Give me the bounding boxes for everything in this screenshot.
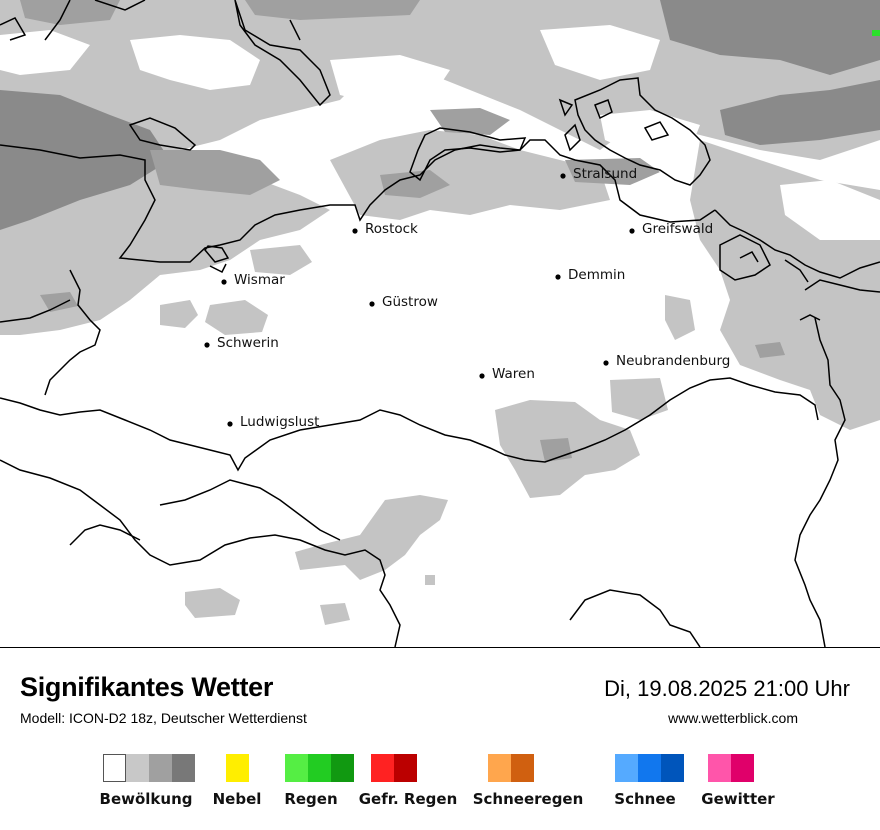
city-wismar: Wismar	[221, 272, 285, 288]
coastline-and-borders	[0, 0, 880, 647]
city-label: Demmin	[568, 267, 625, 283]
legend-label: Schnee	[614, 790, 676, 808]
legend-swatch	[371, 754, 394, 782]
legend-group-3	[371, 754, 417, 782]
city-neubrandenburg: Neubrandenburg	[603, 353, 730, 369]
legend-swatch	[226, 754, 249, 782]
city-label: Schwerin	[217, 335, 279, 351]
legend-swatches	[226, 754, 249, 782]
legend-swatch	[615, 754, 638, 782]
page-title: Signifikantes Wetter	[20, 672, 274, 702]
city-label: Stralsund	[573, 166, 637, 182]
city-label: Rostock	[365, 221, 418, 237]
legend-label: Bewölkung	[99, 790, 193, 808]
city-label: Ludwigslust	[240, 414, 319, 430]
city-schwerin: Schwerin	[204, 335, 279, 351]
forecast-datetime: Di, 19.08.2025 21:00 Uhr	[604, 676, 850, 701]
legend-swatch	[126, 754, 149, 782]
legend-swatch	[308, 754, 331, 782]
city-label: Waren	[492, 366, 535, 382]
legend-swatches	[371, 754, 417, 782]
city-dot	[560, 173, 566, 179]
legend-swatch	[511, 754, 534, 782]
legend-swatches	[285, 754, 354, 782]
legend-swatch	[331, 754, 354, 782]
city-stralsund: Stralsund	[560, 166, 637, 182]
city-dot	[352, 228, 358, 234]
legend-label: Gewitter	[701, 790, 775, 808]
legend-swatches	[615, 754, 684, 782]
legend-swatch	[488, 754, 511, 782]
legend-swatch	[394, 754, 417, 782]
legend-group-5	[615, 754, 684, 782]
city-güstrow: Güstrow	[369, 294, 438, 310]
city-dot	[221, 279, 227, 285]
legend-group-4	[488, 754, 534, 782]
legend-swatch	[172, 754, 195, 782]
legend-swatches	[488, 754, 534, 782]
city-demmin: Demmin	[555, 267, 625, 283]
city-dot	[204, 342, 210, 348]
city-label: Wismar	[234, 272, 285, 288]
map-footer: Signifikantes Wetter Modell: ICON-D2 18z…	[0, 648, 880, 830]
legend-label: Schneeregen	[472, 790, 584, 808]
legend-swatch	[661, 754, 684, 782]
city-dot	[555, 274, 561, 280]
legend-label: Nebel	[212, 790, 262, 808]
website-link[interactable]: www.wetterblick.com	[668, 710, 798, 726]
city-dot	[629, 228, 635, 234]
legend-swatch	[149, 754, 172, 782]
city-greifswald: Greifswald	[629, 221, 713, 237]
city-dot	[369, 301, 375, 307]
legend-group-6	[708, 754, 754, 782]
city-dot	[603, 360, 609, 366]
legend-swatch	[638, 754, 661, 782]
city-label: Neubrandenburg	[616, 353, 730, 369]
legend-label: Gefr. Regen	[358, 790, 458, 808]
legend-swatch	[708, 754, 731, 782]
legend-label: Regen	[284, 790, 338, 808]
city-label: Güstrow	[382, 294, 438, 310]
city-rostock: Rostock	[352, 221, 418, 237]
legend-swatches	[103, 754, 195, 782]
legend-swatches	[708, 754, 754, 782]
city-label: Greifswald	[642, 221, 713, 237]
city-markers: Stralsund Rostock Greifswald Demmin Wismar Gü…	[204, 166, 730, 430]
city-dot	[479, 373, 485, 379]
city-dot	[227, 421, 233, 427]
legend-swatch	[731, 754, 754, 782]
legend-swatch	[103, 754, 126, 782]
city-ludwigslust: Ludwigslust	[227, 414, 319, 430]
model-info: Modell: ICON-D2 18z, Deutscher Wetterdie…	[20, 710, 307, 726]
legend-group-1	[226, 754, 249, 782]
weather-map: Stralsund Rostock Greifswald Demmin Wismar Gü…	[0, 0, 880, 648]
legend-swatch	[285, 754, 308, 782]
legend-group-2	[285, 754, 354, 782]
city-waren: Waren	[479, 366, 535, 382]
legend-group-0	[103, 754, 195, 782]
cloud-cover-layer	[0, 0, 880, 625]
map-canvas: Stralsund Rostock Greifswald Demmin Wismar Gü…	[0, 0, 880, 647]
